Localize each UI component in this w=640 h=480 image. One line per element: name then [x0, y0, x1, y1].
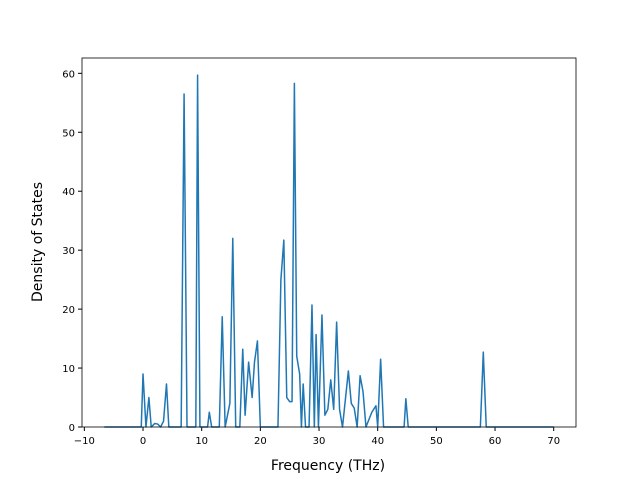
x-tick-label: 0 — [140, 436, 146, 447]
y-axis-label: Density of States — [30, 182, 46, 302]
y-tick-label: 20 — [62, 305, 75, 316]
y-tick-label: 60 — [62, 69, 75, 80]
x-axis-label: Frequency (THz) — [271, 458, 385, 474]
plot-frame — [81, 57, 577, 428]
x-tick-label: 30 — [313, 436, 326, 447]
x-tick-label: 40 — [371, 436, 384, 447]
x-tick-label: 20 — [254, 436, 267, 447]
y-tick-label: 40 — [62, 187, 75, 198]
x-tick-label: 10 — [195, 436, 208, 447]
y-tick-label: 30 — [62, 246, 75, 257]
y-tick-label: 50 — [62, 128, 75, 139]
x-tick-label: −10 — [74, 436, 95, 447]
y-tick-label: 0 — [69, 423, 75, 434]
x-tick-label: 70 — [547, 436, 560, 447]
line — [104, 74, 554, 428]
y-tick-label: 10 — [62, 364, 75, 375]
x-tick-label: 60 — [489, 436, 502, 447]
x-tick-label: 50 — [430, 436, 443, 447]
